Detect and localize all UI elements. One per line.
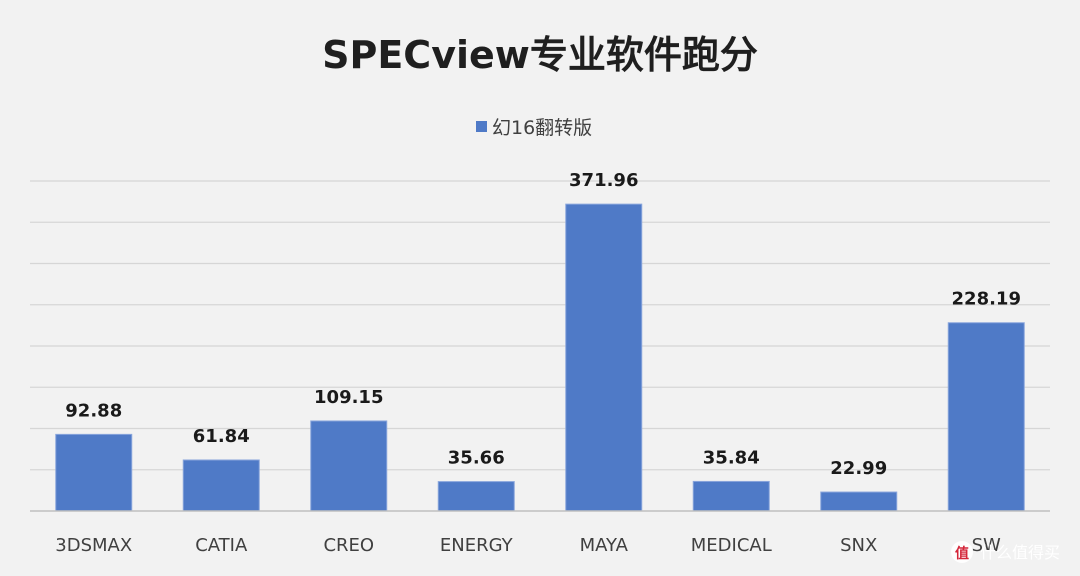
legend-label: 幻16翻转版 (492, 117, 592, 139)
bar-3dsmax (55, 433, 133, 512)
bars (55, 203, 1025, 512)
watermark-text: 什么值得买 (980, 543, 1060, 562)
bar-creo (310, 420, 388, 512)
category-labels: 3DSMAX CATIA CREO ENERGY MAYA MEDICAL SNX SW (55, 535, 1001, 556)
value-label-medical: 35.84 (703, 447, 760, 468)
category-label-3dsmax: 3DSMAX (55, 535, 132, 556)
gridlines (30, 180, 1050, 471)
bar-energy (437, 481, 515, 512)
bar-medical (692, 480, 770, 512)
watermark: 值 什么值得买 (951, 541, 1060, 563)
bar-sw (947, 322, 1025, 512)
chart-title: SPECview专业软件跑分 (322, 33, 758, 77)
zhi-logo-glyph: 值 (955, 545, 969, 562)
zhi-logo-icon (951, 541, 973, 563)
value-label-energy: 35.66 (448, 448, 505, 469)
value-labels: 92.88 61.84 109.15 35.66 371.96 35.84 22.99 228… (65, 170, 1021, 479)
bar-maya (565, 203, 643, 512)
legend-swatch (476, 121, 487, 132)
value-label-maya: 371.96 (569, 170, 638, 191)
bar-snx (820, 491, 898, 512)
value-label-3dsmax: 92.88 (65, 400, 122, 421)
category-label-sw: SW (972, 535, 1001, 556)
legend: 幻16翻转版 (476, 117, 592, 139)
category-label-snx: SNX (840, 535, 877, 556)
value-label-snx: 22.99 (830, 458, 887, 479)
category-label-energy: ENERGY (440, 535, 514, 556)
value-label-creo: 109.15 (314, 387, 383, 408)
category-label-catia: CATIA (195, 535, 248, 556)
bar-catia (182, 459, 260, 512)
category-label-maya: MAYA (580, 535, 629, 556)
value-label-catia: 61.84 (193, 426, 250, 447)
category-label-medical: MEDICAL (691, 535, 772, 556)
category-label-creo: CREO (323, 535, 374, 556)
value-label-sw: 228.19 (952, 289, 1021, 310)
